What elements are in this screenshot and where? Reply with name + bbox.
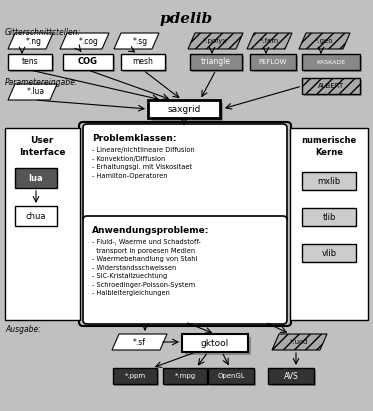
Text: COG: COG bbox=[78, 58, 98, 67]
Text: numerische
Kerne: numerische Kerne bbox=[301, 136, 357, 157]
Text: *.geo: *.geo bbox=[315, 38, 333, 44]
Text: gktool: gktool bbox=[201, 339, 229, 347]
FancyBboxPatch shape bbox=[18, 209, 60, 229]
FancyBboxPatch shape bbox=[210, 370, 256, 386]
Text: - Lineare/nichtlineare Diffusion
- Konvektion/Diffusion
- Erhaltungsgl. mit Visk: - Lineare/nichtlineare Diffusion - Konve… bbox=[92, 147, 195, 178]
Text: KASKADE: KASKADE bbox=[316, 60, 345, 65]
Polygon shape bbox=[8, 84, 57, 100]
Polygon shape bbox=[112, 334, 167, 350]
Text: User
Interface: User Interface bbox=[19, 136, 65, 157]
Text: *.sf: *.sf bbox=[132, 337, 145, 346]
FancyBboxPatch shape bbox=[185, 337, 251, 355]
Text: *.sg: *.sg bbox=[132, 37, 148, 46]
FancyBboxPatch shape bbox=[15, 168, 57, 188]
FancyBboxPatch shape bbox=[63, 54, 113, 70]
FancyBboxPatch shape bbox=[208, 368, 254, 384]
FancyBboxPatch shape bbox=[304, 80, 362, 96]
Polygon shape bbox=[272, 334, 327, 350]
FancyBboxPatch shape bbox=[18, 171, 60, 191]
FancyBboxPatch shape bbox=[123, 56, 167, 72]
Text: PEFLOW: PEFLOW bbox=[259, 59, 287, 65]
FancyBboxPatch shape bbox=[192, 56, 244, 72]
FancyBboxPatch shape bbox=[305, 247, 359, 265]
Text: *.cog: *.cog bbox=[79, 37, 99, 46]
FancyBboxPatch shape bbox=[113, 368, 157, 384]
Polygon shape bbox=[114, 33, 159, 49]
Text: mxlib: mxlib bbox=[317, 176, 341, 185]
FancyBboxPatch shape bbox=[165, 370, 209, 386]
FancyBboxPatch shape bbox=[250, 54, 296, 70]
Text: AVS: AVS bbox=[283, 372, 298, 381]
Text: *.lua: *.lua bbox=[27, 88, 45, 97]
FancyBboxPatch shape bbox=[305, 175, 359, 193]
Text: *.ppm: *.ppm bbox=[125, 373, 145, 379]
Text: lua: lua bbox=[29, 173, 43, 182]
FancyBboxPatch shape bbox=[252, 56, 298, 72]
FancyBboxPatch shape bbox=[302, 78, 360, 94]
FancyBboxPatch shape bbox=[305, 211, 359, 229]
Text: saxgrid: saxgrid bbox=[167, 104, 201, 113]
Text: OpenGL: OpenGL bbox=[217, 373, 245, 379]
FancyBboxPatch shape bbox=[304, 56, 362, 72]
FancyBboxPatch shape bbox=[115, 370, 159, 386]
FancyBboxPatch shape bbox=[302, 54, 360, 70]
FancyBboxPatch shape bbox=[182, 334, 248, 352]
Text: tens: tens bbox=[22, 58, 38, 67]
Text: - Fluid-, Waerme und Schadstoff-
  transport in poroesen Medien
- Waermebehandlu: - Fluid-, Waerme und Schadstoff- transpo… bbox=[92, 239, 201, 296]
FancyBboxPatch shape bbox=[10, 56, 54, 72]
FancyBboxPatch shape bbox=[83, 124, 287, 222]
Text: Anwendungsprobleme:: Anwendungsprobleme: bbox=[92, 226, 209, 235]
Text: *.ng: *.ng bbox=[26, 37, 42, 46]
Text: pdelib: pdelib bbox=[159, 12, 213, 26]
FancyBboxPatch shape bbox=[121, 54, 165, 70]
FancyBboxPatch shape bbox=[65, 56, 115, 72]
Text: ALBERT: ALBERT bbox=[318, 83, 344, 89]
FancyBboxPatch shape bbox=[151, 103, 223, 121]
Text: mesh: mesh bbox=[132, 58, 153, 67]
FancyBboxPatch shape bbox=[270, 370, 316, 386]
FancyBboxPatch shape bbox=[190, 54, 242, 70]
FancyBboxPatch shape bbox=[302, 172, 356, 190]
Text: Parametereingabe:: Parametereingabe: bbox=[5, 78, 78, 87]
Polygon shape bbox=[247, 33, 292, 49]
Text: *.fem: *.fem bbox=[260, 38, 279, 44]
FancyBboxPatch shape bbox=[79, 122, 291, 326]
Text: chua: chua bbox=[26, 212, 46, 220]
Text: Ausgabe:: Ausgabe: bbox=[5, 325, 41, 334]
Text: tlib: tlib bbox=[322, 212, 336, 222]
Polygon shape bbox=[188, 33, 243, 49]
FancyBboxPatch shape bbox=[302, 208, 356, 226]
Polygon shape bbox=[60, 33, 109, 49]
FancyBboxPatch shape bbox=[148, 100, 220, 118]
Text: triangle: triangle bbox=[201, 58, 231, 67]
Text: vlib: vlib bbox=[322, 249, 336, 258]
FancyBboxPatch shape bbox=[83, 216, 287, 324]
Polygon shape bbox=[8, 33, 53, 49]
FancyBboxPatch shape bbox=[8, 54, 52, 70]
Text: Problemklassen:: Problemklassen: bbox=[92, 134, 176, 143]
Polygon shape bbox=[299, 33, 350, 49]
FancyBboxPatch shape bbox=[268, 368, 314, 384]
FancyBboxPatch shape bbox=[15, 206, 57, 226]
FancyBboxPatch shape bbox=[163, 368, 207, 384]
FancyBboxPatch shape bbox=[290, 128, 368, 320]
Text: *.mpg: *.mpg bbox=[175, 373, 195, 379]
Text: *.ucd: *.ucd bbox=[290, 339, 308, 345]
Text: Gitterschnittstellen:: Gitterschnittstellen: bbox=[5, 28, 81, 37]
FancyBboxPatch shape bbox=[302, 244, 356, 262]
FancyBboxPatch shape bbox=[5, 128, 80, 320]
Text: *.polyx: *.polyx bbox=[203, 38, 227, 44]
